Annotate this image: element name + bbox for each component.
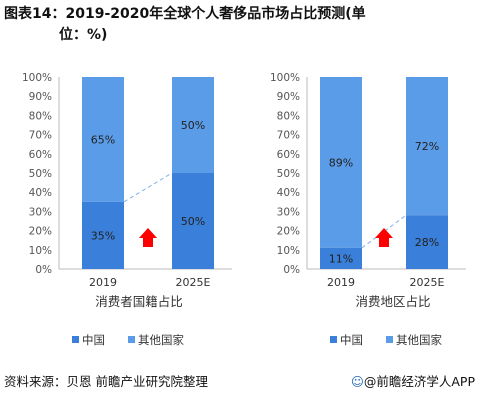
panel-2-growth-connector	[361, 214, 407, 249]
panel-1-legend-swatch-other	[128, 336, 135, 343]
panel-1-bar-china-2025E	[172, 173, 214, 269]
panel-2-y-tick-label: 40%	[277, 187, 300, 199]
chart-title: 图表14：2019-2020年全球个人奢侈品市场占比预测(单 位：%)	[4, 4, 474, 46]
brand-name: @前瞻经济学人APP	[363, 374, 475, 389]
panel-2-bar-other-2025E	[406, 77, 448, 216]
panel-2-data-label-china-2025E: 28%	[415, 236, 439, 249]
panel-1-x-tick-label: 2019	[89, 276, 117, 289]
panel-2-x-tick-label: 2025E	[410, 276, 445, 289]
panel-1-subtitle: 消费者国籍占比	[95, 294, 183, 309]
brand-credit: ☺@前瞻经济学人APP	[351, 371, 475, 390]
panel-1-data-label-other-2019: 65%	[91, 133, 115, 146]
panel-2-y-tick-label: 80%	[277, 110, 300, 122]
panel-2-bar-other-2019	[320, 77, 362, 248]
panel-2-y-tick-label: 0%	[283, 264, 300, 276]
panel-1-bar-other-2019	[82, 77, 124, 202]
panel-2-data-label-china-2019: 11%	[329, 252, 353, 265]
panel-1-y-tick-label: 90%	[29, 91, 52, 103]
panel-1-y-tick-label: 0%	[35, 264, 52, 276]
panel-1-y-tick-label: 70%	[29, 130, 52, 142]
panel-1-y-tick-label: 50%	[29, 168, 52, 180]
panel-1-y-tick-label: 20%	[29, 226, 52, 238]
chart-title-line-2: 位：%)	[59, 27, 108, 43]
panel-1-data-label-other-2025E: 50%	[181, 119, 205, 132]
chart-title-line-1: 图表14：2019-2020年全球个人奢侈品市场占比预测(单	[4, 6, 366, 22]
panel-2-y-tick-label: 90%	[277, 91, 300, 103]
panel-1-x-tick-label: 2025E	[176, 276, 211, 289]
panel-2-y-tick-label: 100%	[270, 72, 300, 84]
panel-2-y-tick-label: 30%	[277, 206, 300, 218]
panel-1-y-tick-label: 10%	[29, 245, 52, 257]
panel-2-x-tick-label: 2019	[327, 276, 355, 289]
panel-2-legend-swatch-china	[330, 336, 337, 343]
panel-1-y-tick-label: 100%	[22, 72, 52, 84]
panel-1-data-label-china-2019: 35%	[91, 229, 115, 242]
panel-2-y-tick-label: 20%	[277, 226, 300, 238]
panel-1-data-label-china-2025E: 50%	[181, 215, 205, 228]
panel-1-up-arrow-icon	[139, 228, 157, 247]
panel-1-bar-china-2019	[82, 201, 124, 269]
panel-1-y-tick-label: 30%	[29, 206, 52, 218]
panel-2-subtitle: 消费地区占比	[355, 294, 430, 309]
panel-1-y-tick-label: 40%	[29, 187, 52, 199]
panel-2-y-tick-label: 50%	[277, 168, 300, 180]
footer: 资料来源：贝恩 前瞻产业研究院整理 ☺@前瞻经济学人APP	[0, 371, 481, 393]
panel-2-y-tick-label: 10%	[277, 245, 300, 257]
source-note: 资料来源：贝恩 前瞻产业研究院整理	[4, 374, 208, 389]
panel-2-legend-label-china: 中国	[340, 333, 363, 347]
panel-1-y-tick-label: 60%	[29, 149, 52, 161]
panel-1-growth-connector	[123, 172, 173, 203]
panel-1-legend-label-china: 中国	[82, 333, 105, 347]
panel-1-bar-other-2025E	[172, 77, 214, 173]
panel-2-y-tick-label: 70%	[277, 130, 300, 142]
brand-logo-icon: ☺	[350, 374, 364, 389]
panel-2-legend-swatch-other	[386, 336, 393, 343]
panel-2-y-tick-label: 60%	[277, 149, 300, 161]
panel-2-up-arrow-icon	[375, 228, 393, 247]
panel-2-data-label-other-2019: 89%	[329, 156, 353, 169]
panel-1-legend-label-other: 其他国家	[138, 333, 184, 347]
panel-2-data-label-other-2025E: 72%	[415, 140, 439, 153]
panel-2-bar-china-2025E	[406, 215, 448, 269]
panel-1-y-tick-label: 80%	[29, 110, 52, 122]
panel-2-bar-china-2019	[320, 247, 362, 269]
panel-1-legend-swatch-china	[72, 336, 79, 343]
panel-2-legend-label-other: 其他国家	[396, 333, 442, 347]
